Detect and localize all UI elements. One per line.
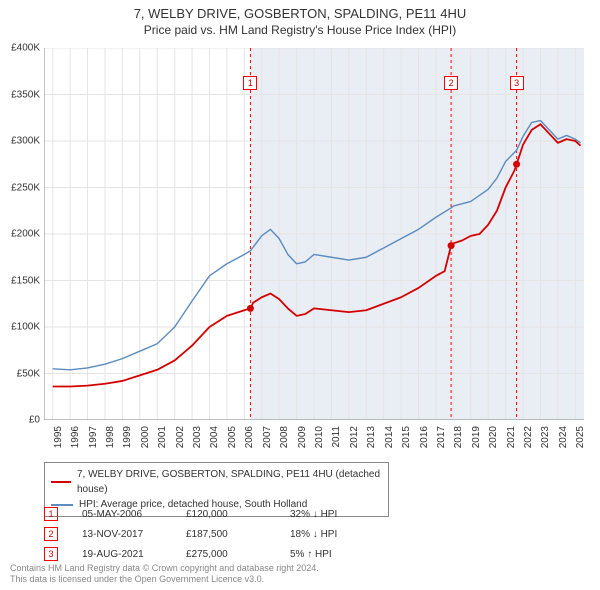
x-tick-label: 2022 [523, 426, 534, 448]
y-tick-label: £400K [11, 43, 40, 54]
x-tick-label: 2014 [384, 426, 395, 448]
transaction-table: 1 05-MAY-2006 £120,000 32% ↓ HPI 2 13-NOV-201… [44, 504, 390, 564]
legend-label: 7, WELBY DRIVE, GOSBERTON, SPALDING, PE1… [77, 467, 382, 497]
transaction-diff: 5% ↑ HPI [290, 549, 390, 560]
y-tick-label: £0 [29, 415, 40, 426]
x-tick-label: 2025 [575, 426, 586, 448]
y-axis-labels: £0£50K£100K£150K£200K£250K£300K£350K£400… [0, 48, 42, 420]
x-tick-label: 2008 [279, 426, 290, 448]
transaction-row: 1 05-MAY-2006 £120,000 32% ↓ HPI [44, 504, 390, 524]
x-tick-label: 2011 [331, 426, 342, 448]
y-tick-label: £50K [17, 368, 40, 379]
transaction-price: £120,000 [186, 509, 276, 520]
footer-line1: Contains HM Land Registry data © Crown c… [10, 563, 319, 575]
y-tick-label: £150K [11, 275, 40, 286]
transaction-date: 05-MAY-2006 [72, 509, 172, 520]
x-tick-label: 2003 [192, 426, 203, 448]
y-tick-label: £300K [11, 136, 40, 147]
x-axis-labels: 1995 1996 1997 1998 1999 2000 2001 2002 2003 2004… [44, 422, 584, 462]
x-tick-label: 2012 [349, 426, 360, 448]
x-tick-label: 2009 [297, 426, 308, 448]
x-tick-label: 2024 [558, 426, 569, 448]
x-tick-label: 2006 [244, 426, 255, 448]
transaction-marker: 2 [444, 76, 458, 90]
transaction-price: £275,000 [186, 549, 276, 560]
transaction-diff: 32% ↓ HPI [290, 509, 390, 520]
x-tick-label: 2023 [540, 426, 551, 448]
x-tick-label: 1995 [53, 426, 64, 448]
x-tick-label: 2010 [314, 426, 325, 448]
y-tick-label: £200K [11, 229, 40, 240]
x-tick-label: 2004 [209, 426, 220, 448]
title-subtitle: Price paid vs. HM Land Registry's House … [10, 23, 590, 37]
transaction-index-marker: 1 [44, 507, 58, 521]
chart-plot-area: 1 2 3 [44, 48, 584, 420]
x-tick-label: 2001 [157, 426, 168, 448]
x-tick-label: 1996 [70, 426, 81, 448]
transaction-row: 3 19-AUG-2021 £275,000 5% ↑ HPI [44, 544, 390, 564]
x-tick-label: 1999 [122, 426, 133, 448]
y-tick-label: £100K [11, 322, 40, 333]
x-tick-label: 2019 [471, 426, 482, 448]
x-tick-label: 2020 [488, 426, 499, 448]
y-tick-label: £350K [11, 89, 40, 100]
transaction-index-marker: 2 [44, 527, 58, 541]
title-address: 7, WELBY DRIVE, GOSBERTON, SPALDING, PE1… [10, 6, 590, 21]
transaction-date: 19-AUG-2021 [72, 549, 172, 560]
x-tick-label: 1998 [105, 426, 116, 448]
x-tick-label: 2000 [140, 426, 151, 448]
transaction-marker: 3 [510, 76, 524, 90]
x-tick-label: 2017 [436, 426, 447, 448]
x-tick-label: 2005 [227, 426, 238, 448]
chart-svg [44, 48, 584, 420]
transaction-diff: 18% ↓ HPI [290, 529, 390, 540]
x-tick-label: 2021 [506, 426, 517, 448]
x-tick-label: 2007 [262, 426, 273, 448]
x-tick-label: 2015 [401, 426, 412, 448]
title-block: 7, WELBY DRIVE, GOSBERTON, SPALDING, PE1… [0, 0, 600, 39]
legend-item: 7, WELBY DRIVE, GOSBERTON, SPALDING, PE1… [51, 467, 382, 497]
footer-line2: This data is licensed under the Open Gov… [10, 574, 319, 586]
transaction-index-marker: 3 [44, 547, 58, 561]
x-tick-label: 2013 [366, 426, 377, 448]
transaction-row: 2 13-NOV-2017 £187,500 18% ↓ HPI [44, 524, 390, 544]
transaction-price: £187,500 [186, 529, 276, 540]
x-tick-label: 2016 [419, 426, 430, 448]
footer-attribution: Contains HM Land Registry data © Crown c… [10, 563, 319, 586]
chart-container: 7, WELBY DRIVE, GOSBERTON, SPALDING, PE1… [0, 0, 600, 590]
transaction-marker: 1 [243, 76, 257, 90]
legend-swatch [51, 481, 71, 483]
transaction-date: 13-NOV-2017 [72, 529, 172, 540]
x-tick-label: 1997 [88, 426, 99, 448]
y-tick-label: £250K [11, 182, 40, 193]
x-tick-label: 2018 [453, 426, 464, 448]
x-tick-label: 2002 [175, 426, 186, 448]
